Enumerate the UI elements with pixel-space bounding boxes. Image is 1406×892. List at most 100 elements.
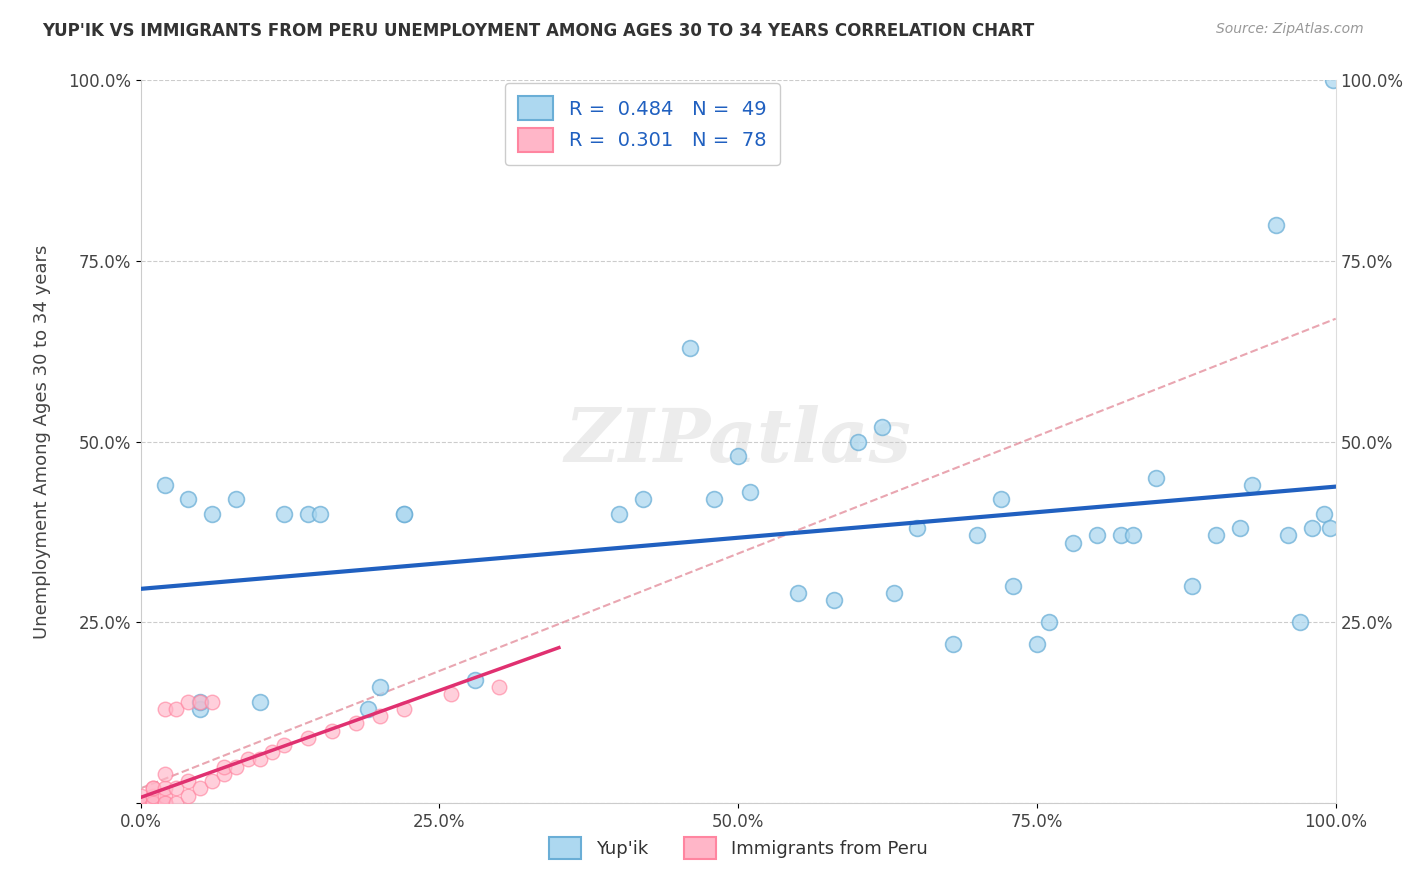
Point [129, 796, 152, 810]
Point [177, 695, 200, 709]
Point [249, 752, 271, 766]
Point [942, 637, 965, 651]
Point [344, 716, 367, 731]
Point [392, 702, 415, 716]
Point [129, 796, 152, 810]
Point [273, 507, 295, 521]
Point [297, 507, 319, 521]
Legend: Yup'ik, Immigrants from Peru: Yup'ik, Immigrants from Peru [541, 830, 935, 866]
Point [846, 434, 869, 449]
Point [129, 796, 152, 810]
Point [129, 796, 152, 810]
Point [129, 796, 152, 810]
Point [1038, 615, 1060, 630]
Point [201, 695, 224, 709]
Point [1085, 528, 1108, 542]
Point [368, 709, 391, 723]
Point [129, 796, 152, 810]
Point [141, 796, 163, 810]
Point [1109, 528, 1132, 542]
Point [129, 796, 152, 810]
Point [129, 796, 152, 810]
Point [392, 507, 415, 521]
Point [129, 796, 152, 810]
Point [153, 789, 176, 803]
Point [440, 687, 463, 701]
Point [1277, 528, 1299, 542]
Point [129, 796, 152, 810]
Point [129, 796, 152, 810]
Point [177, 492, 200, 507]
Point [129, 796, 152, 810]
Point [141, 796, 163, 810]
Point [141, 796, 163, 810]
Point [1241, 478, 1264, 492]
Point [201, 507, 224, 521]
Text: ZIPatlas: ZIPatlas [565, 405, 911, 478]
Point [1026, 637, 1049, 651]
Point [1144, 470, 1167, 484]
Point [129, 796, 152, 810]
Point [273, 738, 295, 752]
Point [392, 507, 415, 521]
Point [368, 680, 391, 694]
Point [129, 796, 152, 810]
Point [177, 774, 200, 789]
Point [129, 796, 152, 810]
Point [188, 702, 212, 716]
Point [177, 789, 200, 803]
Point [631, 492, 654, 507]
Point [1002, 579, 1025, 593]
Point [129, 796, 152, 810]
Point [129, 796, 152, 810]
Point [740, 485, 762, 500]
Point [129, 796, 152, 810]
Point [225, 760, 247, 774]
Y-axis label: Unemployment Among Ages 30 to 34 years: Unemployment Among Ages 30 to 34 years [34, 244, 51, 639]
Point [309, 507, 332, 521]
Point [153, 767, 176, 781]
Point [129, 796, 152, 810]
Point [129, 796, 152, 810]
Point [236, 752, 259, 766]
Point [188, 695, 212, 709]
Point [357, 702, 380, 716]
Point [1062, 535, 1084, 549]
Point [870, 420, 893, 434]
Point [464, 673, 486, 687]
Point [607, 507, 630, 521]
Point [201, 774, 224, 789]
Point [823, 593, 845, 607]
Point [141, 781, 163, 796]
Point [1319, 521, 1341, 535]
Point [249, 695, 271, 709]
Point [1313, 507, 1336, 521]
Point [679, 341, 702, 355]
Point [129, 796, 152, 810]
Point [129, 796, 152, 810]
Point [188, 695, 212, 709]
Point [129, 789, 152, 803]
Point [990, 492, 1012, 507]
Point [153, 478, 176, 492]
Point [321, 723, 343, 738]
Point [225, 492, 247, 507]
Point [787, 586, 810, 600]
Point [1288, 615, 1310, 630]
Point [262, 745, 284, 759]
Point [129, 796, 152, 810]
Point [129, 796, 152, 810]
Point [153, 796, 176, 810]
Point [883, 586, 905, 600]
Point [129, 796, 152, 810]
Point [129, 796, 152, 810]
Point [141, 796, 163, 810]
Point [1205, 528, 1227, 542]
Point [153, 796, 176, 810]
Point [153, 702, 176, 716]
Point [129, 796, 152, 810]
Point [129, 796, 152, 810]
Point [129, 796, 152, 810]
Text: Source: ZipAtlas.com: Source: ZipAtlas.com [1216, 22, 1364, 37]
Point [1265, 218, 1288, 232]
